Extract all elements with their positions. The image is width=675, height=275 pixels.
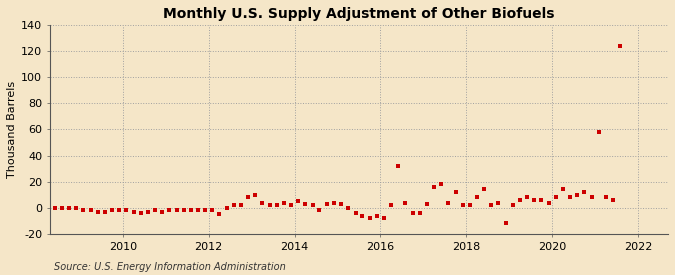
Point [429,185,439,189]
Point [279,200,290,205]
Point [600,195,611,200]
Point [142,210,153,214]
Point [214,212,225,216]
Point [43,206,53,210]
Point [458,203,468,207]
Point [128,210,139,214]
Point [307,203,318,207]
Point [207,208,217,213]
Point [271,203,282,207]
Point [450,190,461,194]
Point [579,190,590,194]
Point [493,200,504,205]
Point [486,203,497,207]
Point [514,198,525,202]
Point [57,206,68,210]
Point [558,187,568,192]
Point [114,208,125,213]
Point [500,221,511,226]
Point [350,211,361,215]
Point [286,203,296,207]
Point [443,200,454,205]
Point [300,202,310,206]
Point [572,192,583,197]
Point [479,187,490,192]
Point [550,195,561,200]
Point [529,198,539,202]
Point [236,203,246,207]
Point [250,192,261,197]
Title: Monthly U.S. Supply Adjustment of Other Biofuels: Monthly U.S. Supply Adjustment of Other … [163,7,555,21]
Point [121,208,132,213]
Point [292,199,303,204]
Point [171,208,182,213]
Point [329,200,340,205]
Point [78,208,88,213]
Point [107,208,117,213]
Point [71,206,82,210]
Point [507,203,518,207]
Point [136,211,146,215]
Point [614,44,625,48]
Point [257,200,268,205]
Point [522,195,533,200]
Point [185,208,196,213]
Point [150,208,161,213]
Point [436,182,447,186]
Point [85,208,96,213]
Point [335,202,346,206]
Point [157,210,168,214]
Point [593,130,604,134]
Text: Source: U.S. Energy Information Administration: Source: U.S. Energy Information Administ… [54,262,286,272]
Point [343,206,354,210]
Point [221,206,232,210]
Point [464,203,475,207]
Point [407,211,418,215]
Point [92,210,103,214]
Point [64,206,75,210]
Point [228,203,239,207]
Point [414,211,425,215]
Point [321,202,332,206]
Point [164,208,175,213]
Point [50,206,61,210]
Point [364,216,375,221]
Point [472,195,483,200]
Point [178,208,189,213]
Point [587,195,597,200]
Point [421,202,432,206]
Point [372,213,383,218]
Point [192,208,203,213]
Point [314,208,325,213]
Point [265,203,275,207]
Point [608,198,618,202]
Point [565,195,576,200]
Point [379,216,389,221]
Point [393,164,404,168]
Point [385,203,396,207]
Point [357,213,368,218]
Point [536,198,547,202]
Point [400,200,410,205]
Point [99,210,110,214]
Point [543,200,554,205]
Y-axis label: Thousand Barrels: Thousand Barrels [7,81,17,178]
Point [200,208,211,213]
Point [243,195,254,200]
